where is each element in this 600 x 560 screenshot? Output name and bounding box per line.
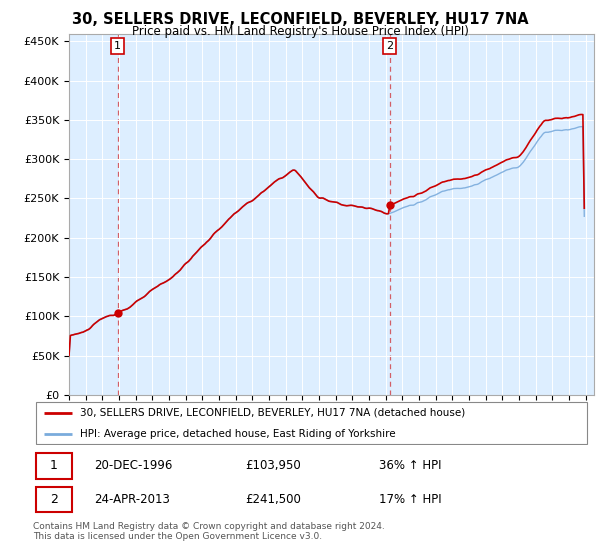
Text: 1: 1 bbox=[114, 41, 121, 52]
Text: 2: 2 bbox=[386, 41, 394, 52]
FancyBboxPatch shape bbox=[36, 487, 72, 512]
Text: £241,500: £241,500 bbox=[245, 493, 301, 506]
Text: HPI: Average price, detached house, East Riding of Yorkshire: HPI: Average price, detached house, East… bbox=[80, 429, 396, 439]
Text: 30, SELLERS DRIVE, LECONFIELD, BEVERLEY, HU17 7NA: 30, SELLERS DRIVE, LECONFIELD, BEVERLEY,… bbox=[71, 12, 529, 27]
FancyBboxPatch shape bbox=[36, 453, 72, 479]
Text: 24-APR-2013: 24-APR-2013 bbox=[94, 493, 170, 506]
Text: 2: 2 bbox=[50, 493, 58, 506]
Text: 30, SELLERS DRIVE, LECONFIELD, BEVERLEY, HU17 7NA (detached house): 30, SELLERS DRIVE, LECONFIELD, BEVERLEY,… bbox=[80, 408, 466, 418]
Text: Contains HM Land Registry data © Crown copyright and database right 2024.
This d: Contains HM Land Registry data © Crown c… bbox=[33, 522, 385, 542]
FancyBboxPatch shape bbox=[36, 402, 587, 444]
Text: £103,950: £103,950 bbox=[245, 459, 301, 472]
Text: 36% ↑ HPI: 36% ↑ HPI bbox=[379, 459, 442, 472]
Text: Price paid vs. HM Land Registry's House Price Index (HPI): Price paid vs. HM Land Registry's House … bbox=[131, 25, 469, 38]
Text: 20-DEC-1996: 20-DEC-1996 bbox=[94, 459, 173, 472]
Text: 17% ↑ HPI: 17% ↑ HPI bbox=[379, 493, 442, 506]
Text: 1: 1 bbox=[50, 459, 58, 472]
